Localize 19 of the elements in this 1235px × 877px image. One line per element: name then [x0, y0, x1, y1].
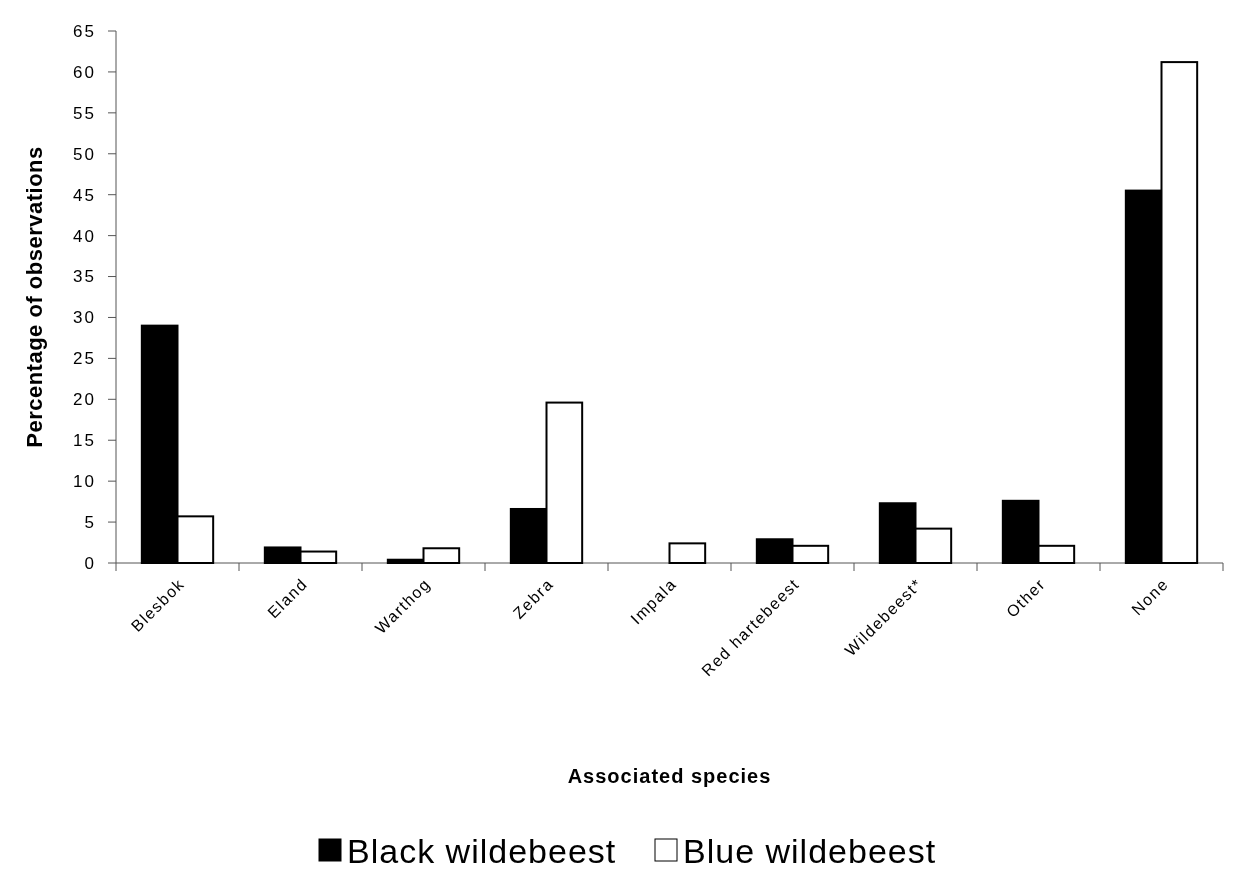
x-axis-title: Associated species	[567, 765, 772, 787]
y-tick-label: 35	[73, 267, 96, 287]
y-tick-label: 15	[73, 431, 96, 451]
y-tick-label: 10	[73, 472, 96, 492]
legend-label: Black wildebeest	[347, 832, 617, 870]
y-tick-label: 5	[84, 513, 96, 533]
legend-label: Blue wildebeest	[683, 832, 937, 870]
y-tick-label: 50	[73, 144, 96, 164]
y-axis-title: Percentage of observations	[22, 146, 47, 448]
y-tick-label: 20	[73, 390, 96, 410]
y-tick-label: 30	[73, 308, 96, 328]
y-tick-label: 25	[73, 349, 96, 369]
y-tick-label: 40	[73, 226, 96, 246]
y-tick-label: 0	[84, 553, 96, 573]
y-tick-label: 55	[73, 103, 96, 123]
bar	[668, 542, 707, 564]
y-tick-label: 45	[73, 185, 96, 205]
y-tick-label: 60	[73, 62, 96, 82]
y-tick-label: 65	[73, 21, 96, 41]
